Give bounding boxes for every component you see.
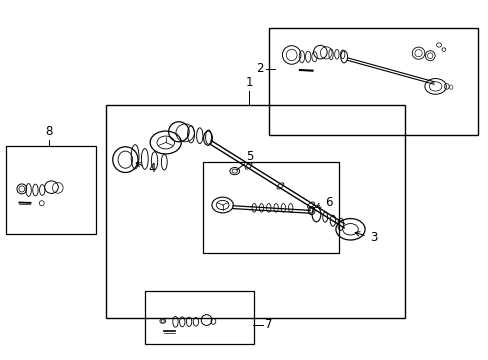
Text: 3: 3 bbox=[369, 231, 377, 244]
Text: 5: 5 bbox=[246, 150, 253, 163]
Text: 4: 4 bbox=[148, 162, 155, 175]
Bar bbox=[6, 146, 96, 234]
Text: 8: 8 bbox=[45, 125, 53, 138]
Text: 1: 1 bbox=[245, 76, 253, 89]
Bar bbox=[106, 105, 404, 318]
Text: 2: 2 bbox=[256, 62, 264, 75]
Bar bbox=[203, 162, 339, 253]
Text: 7: 7 bbox=[264, 318, 272, 331]
Bar bbox=[268, 28, 477, 135]
Text: 6: 6 bbox=[324, 196, 331, 210]
Bar bbox=[144, 291, 254, 344]
